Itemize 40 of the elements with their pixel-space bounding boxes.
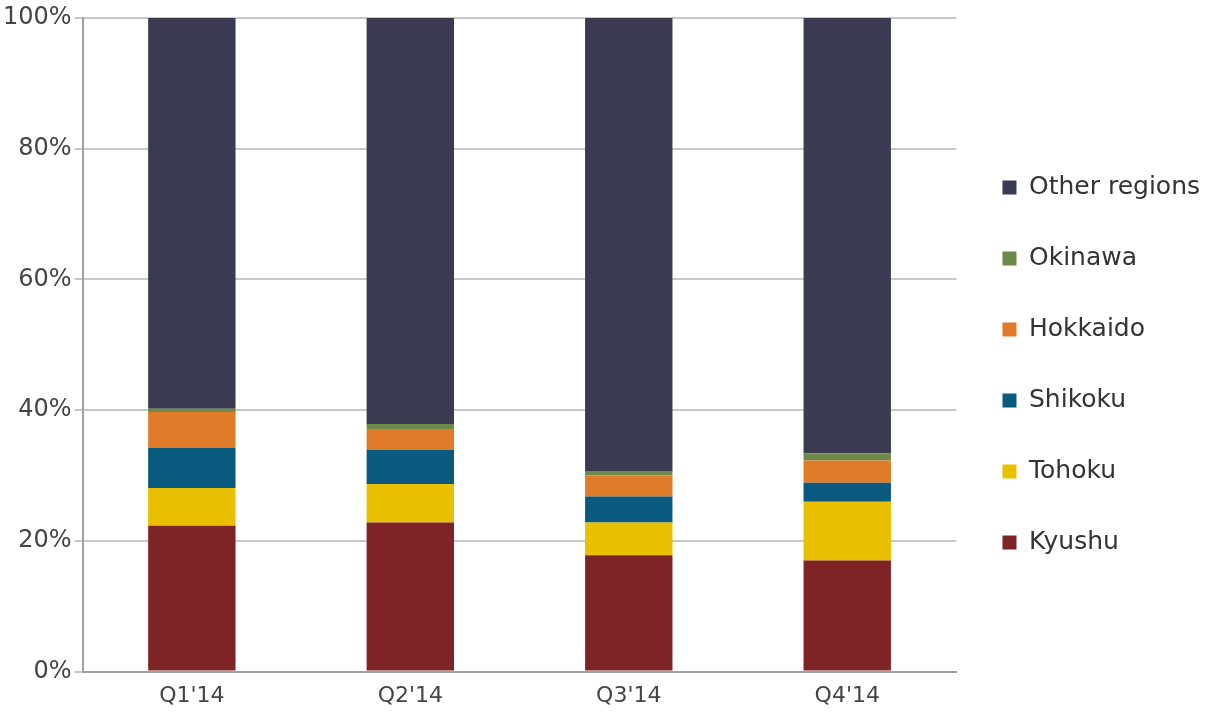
x-tick-label: Q2'14	[377, 681, 443, 707]
bar	[148, 412, 236, 449]
bar	[585, 496, 673, 523]
y-tick-label: 20%	[18, 525, 72, 554]
bar	[366, 522, 455, 671]
bar	[585, 18, 673, 471]
bar	[366, 429, 455, 451]
bar	[803, 482, 891, 502]
legend-label: Other regions	[1028, 171, 1201, 200]
legend-label: Hokkaido	[1028, 313, 1146, 342]
bar	[585, 555, 673, 671]
bar	[803, 560, 891, 671]
y-tick-label: 0%	[33, 655, 72, 684]
x-tick-label: Q1'14	[159, 681, 225, 707]
x-tick-label: Q4'14	[814, 681, 880, 707]
legend-label: Tohoku	[1027, 455, 1116, 484]
y-tick-label: 40%	[18, 394, 72, 423]
bar	[366, 423, 455, 430]
bar	[585, 475, 673, 497]
bar	[148, 487, 236, 526]
bar	[148, 448, 236, 488]
bar	[803, 460, 891, 483]
bar	[366, 18, 455, 424]
bar	[585, 522, 673, 556]
bar	[148, 18, 236, 409]
bar	[803, 453, 891, 461]
y-tick-label: 80%	[18, 132, 72, 161]
bar	[366, 450, 455, 485]
bar	[585, 470, 673, 476]
legend-label: Shikoku	[1028, 384, 1127, 413]
bar	[366, 484, 455, 523]
bar	[803, 18, 891, 454]
bar	[148, 525, 236, 671]
x-tick-label: Q3'14	[596, 681, 662, 707]
y-tick-label: 100%	[2, 2, 72, 31]
bar	[803, 501, 891, 561]
legend-label: Kyushu	[1028, 526, 1119, 555]
bar	[148, 408, 236, 413]
y-tick-label: 60%	[18, 263, 72, 292]
legend-label: Okinawa	[1028, 242, 1138, 271]
